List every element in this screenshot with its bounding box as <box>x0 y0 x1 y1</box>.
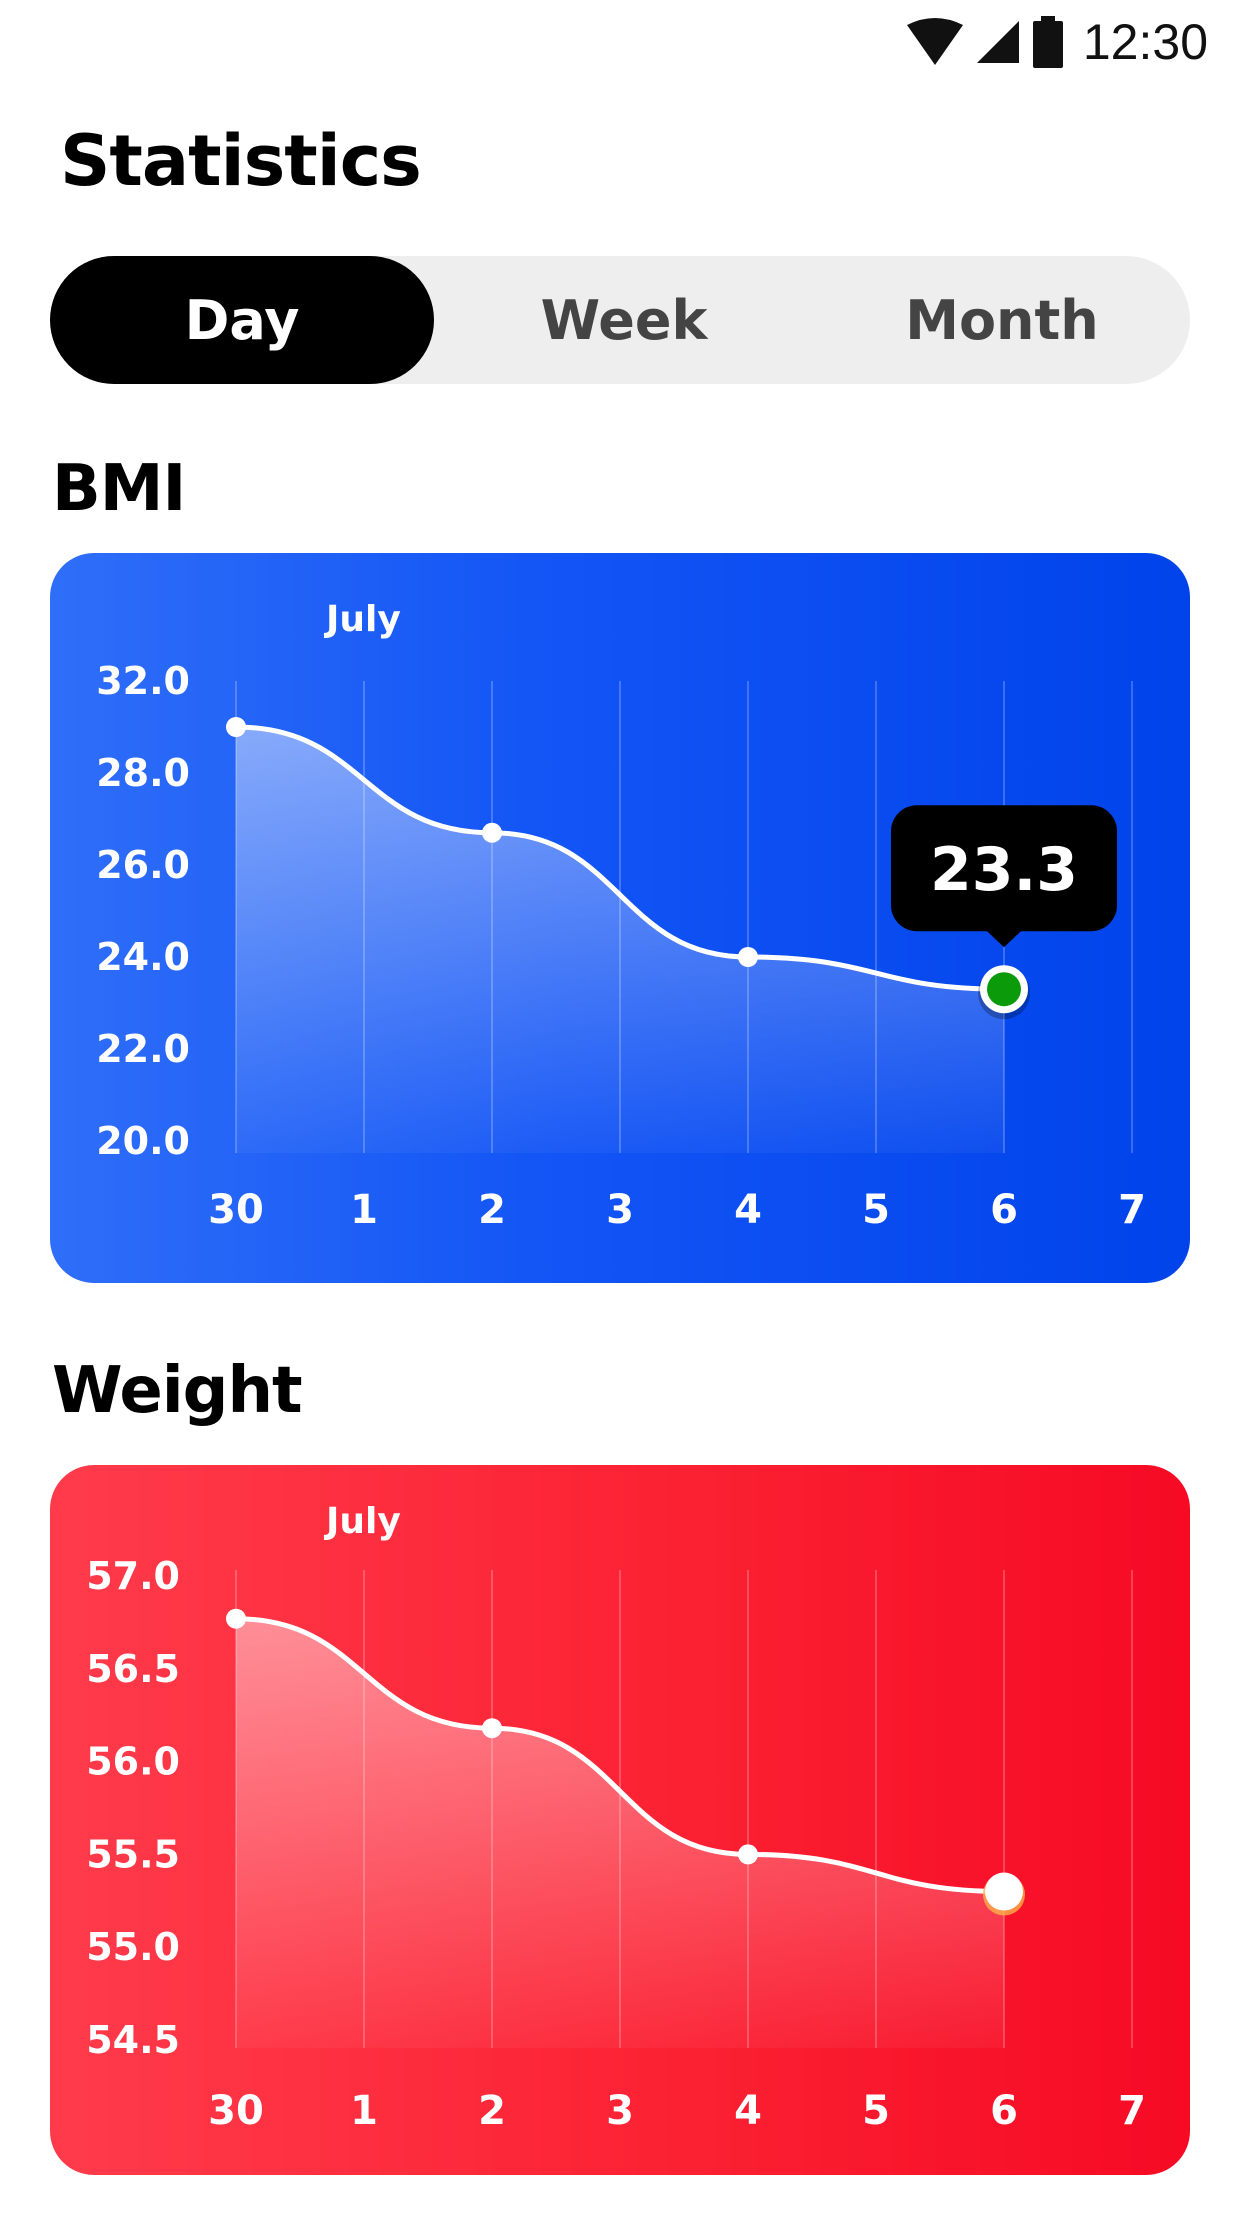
weight-chart: July 57.0 56.5 56.0 55.5 55.0 54.5 30 1 2 3 4 5 6 7 <box>86 1501 1146 2134</box>
x-tick-label: 3 <box>606 2088 634 2134</box>
x-tick-label: 30 <box>208 2088 264 2134</box>
bmi-chart: July 32.0 28.0 26.0 24.0 22.0 20.0 30 1 2 3 4 5 6 7 23.… <box>96 599 1146 1233</box>
month-label: July <box>323 599 401 640</box>
y-tick-label: 22.0 <box>96 1027 190 1071</box>
x-tick-label: 30 <box>208 1187 264 1233</box>
data-point <box>738 947 758 967</box>
area-fill <box>236 1618 1004 2048</box>
series-line <box>233 724 1007 992</box>
y-tick-label: 55.5 <box>86 1832 180 1876</box>
weight-chart-card: July 57.0 56.5 56.0 55.5 55.0 54.5 30 1 2 3 4 5 6 7 <box>50 1465 1190 2175</box>
bmi-chart-card: July 32.0 28.0 26.0 24.0 22.0 20.0 30 1 2 3 4 5 6 7 23.… <box>50 553 1190 1283</box>
status-icons: 12:30 <box>905 14 1208 70</box>
month-label: July <box>323 1501 401 1542</box>
area-fill <box>236 727 1004 1153</box>
tooltip-pointer <box>986 930 1022 948</box>
bmi-section-title: BMI <box>52 452 186 526</box>
page-title: Statistics <box>60 120 422 202</box>
x-tick-label: 4 <box>734 1187 762 1233</box>
x-tick-label: 5 <box>862 1187 890 1233</box>
selected-data-point <box>985 1872 1023 1911</box>
value-tooltip: 23.3 <box>891 805 1117 948</box>
selected-data-point <box>987 972 1021 1007</box>
x-tick-label: 2 <box>478 1187 506 1233</box>
y-tick-label: 56.0 <box>86 1740 180 1784</box>
x-tick-label: 1 <box>350 1187 378 1233</box>
x-tick-label: 6 <box>990 1187 1018 1233</box>
wifi-icon <box>906 18 963 65</box>
weight-section-title: Weight <box>52 1354 303 1428</box>
status-bar: 12:30 <box>0 0 1242 84</box>
data-point <box>226 717 246 737</box>
y-tick-label: 55.0 <box>86 1925 180 1969</box>
battery-icon <box>1032 16 1063 68</box>
x-tick-label: 4 <box>734 2088 762 2134</box>
data-point <box>482 1718 502 1739</box>
clock: 12:30 <box>1082 14 1208 70</box>
tooltip-bubble <box>891 805 1117 932</box>
tab-month[interactable]: Month <box>905 288 1099 352</box>
y-tick-label: 26.0 <box>96 843 190 887</box>
x-tick-label: 7 <box>1118 1187 1146 1233</box>
data-point <box>738 1844 758 1865</box>
series-line <box>233 1616 1007 1895</box>
x-tick-label: 3 <box>606 1187 634 1233</box>
y-tick-label: 56.5 <box>86 1647 180 1691</box>
x-tick-label: 1 <box>350 2088 378 2134</box>
y-tick-label: 20.0 <box>96 1119 190 1163</box>
x-tick-label: 5 <box>862 2088 890 2134</box>
y-tick-label: 32.0 <box>96 659 190 703</box>
x-tick-label: 6 <box>990 2088 1018 2134</box>
period-segmented-control: Day Week Month <box>50 256 1190 384</box>
y-tick-label: 24.0 <box>96 935 190 979</box>
tab-week[interactable]: Week <box>540 288 708 352</box>
y-tick-label: 28.0 <box>96 751 190 795</box>
y-tick-label: 54.5 <box>86 2018 180 2062</box>
data-point <box>226 1608 246 1629</box>
tab-day[interactable]: Day <box>50 256 434 384</box>
data-point <box>482 822 502 843</box>
tooltip-value: 23.3 <box>930 835 1078 905</box>
x-tick-label: 7 <box>1118 2088 1146 2134</box>
cell-signal-icon <box>976 21 1019 63</box>
x-tick-label: 2 <box>478 2088 506 2134</box>
y-tick-label: 57.0 <box>86 1554 180 1598</box>
